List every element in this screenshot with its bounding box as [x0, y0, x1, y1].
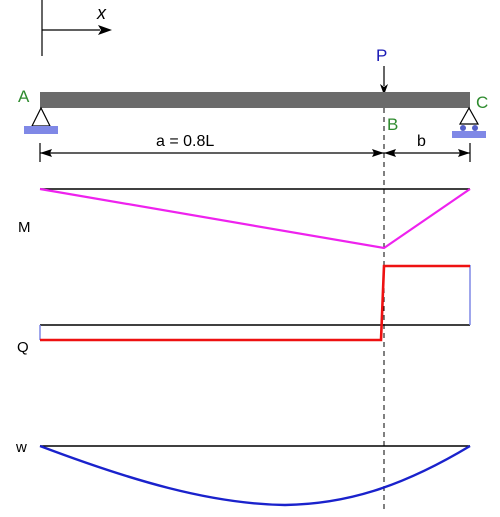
axis-arrow-head-icon	[98, 25, 112, 35]
dimension-arrow-b-left-icon	[372, 149, 384, 157]
roller-support-c	[452, 106, 486, 138]
load-arrow-head-icon	[380, 84, 388, 95]
pin-support-triangle-icon	[31, 106, 51, 127]
shear-curve	[40, 264, 470, 342]
beam	[40, 92, 470, 108]
roller-wheel-icon	[472, 125, 478, 131]
load-label: P	[376, 46, 387, 65]
dimension-label-a: a = 0.8L	[156, 133, 214, 150]
deflection-curve	[39, 444, 471, 507]
moment-diagram: M	[18, 187, 471, 250]
shear-label: Q	[17, 339, 29, 356]
point-label-b: B	[387, 115, 398, 134]
dimension-label-b: b	[417, 133, 426, 150]
axis-label: x	[96, 3, 107, 23]
point-label-a: A	[18, 87, 30, 106]
roller-wheel-icon	[460, 125, 466, 131]
pin-support-ground	[24, 126, 58, 134]
shear-diagram: Q	[17, 264, 471, 356]
dimension-lines: a = 0.8L b	[39, 133, 471, 162]
roller-support-triangle-icon	[458, 106, 480, 125]
deflection-diagram: w	[15, 439, 471, 507]
dimension-arrow-a-icon	[40, 149, 52, 157]
axis-indicator: x	[41, 0, 112, 56]
deflection-label: w	[15, 439, 27, 456]
moment-curve	[39, 187, 471, 250]
point-load: P	[376, 46, 388, 95]
point-label-c: C	[476, 93, 488, 112]
dimension-arrow-b-right-icon	[384, 149, 396, 157]
dimension-arrow-c-icon	[458, 149, 470, 157]
moment-label: M	[18, 219, 31, 236]
roller-support-ground	[452, 131, 486, 138]
pin-support-a	[24, 106, 58, 134]
